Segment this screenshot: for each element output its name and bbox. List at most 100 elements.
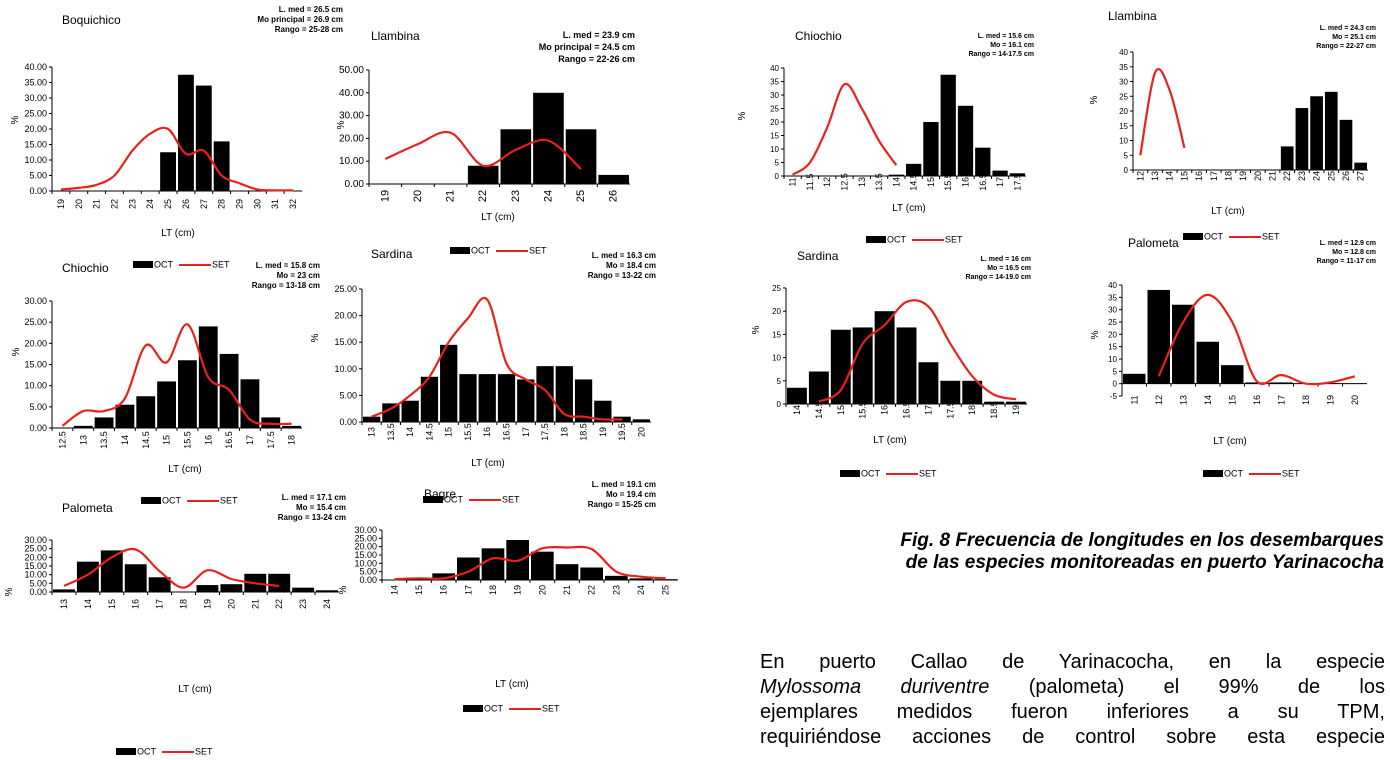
y-tick-label: 20.00 [334, 311, 357, 321]
bar-oct [382, 403, 400, 422]
legend-oct-label: OCT [861, 468, 880, 479]
species-title: Chiochio [795, 29, 842, 43]
bar-oct [457, 557, 480, 580]
y-tick-label: 5.00 [29, 171, 47, 181]
chart-palometa-2: -5 0 5 10 15 20 25 30 35 40 11 12 13 14 15 16 17 18 19 20 Pa… [1090, 236, 1376, 447]
y-tick-label: 20 [1108, 330, 1117, 339]
legend-set-swatch [912, 238, 944, 241]
x-tick-label: 17 [1209, 171, 1219, 181]
x-tick-label: 14.5 [909, 173, 919, 191]
x-tick-label: 15 [162, 435, 172, 445]
x-tick-label: 18 [1301, 395, 1311, 405]
bar-oct [73, 425, 93, 428]
x-tick-label: 13.5 [874, 173, 884, 191]
x-tick-label: 18 [287, 435, 297, 445]
legend-oct-swatch [423, 496, 443, 504]
bar-oct [1245, 382, 1268, 384]
x-tick-label: 25 [575, 190, 587, 202]
bar-oct [957, 105, 974, 176]
bar-oct [918, 362, 939, 404]
bar-oct [1147, 289, 1170, 384]
bar-oct [1221, 365, 1244, 384]
stats-label: Rango = 13-22 cm [588, 271, 656, 280]
x-tick-label: 17 [521, 427, 531, 437]
y-tick-label: 15 [1119, 122, 1128, 131]
y-tick-label: 10 [772, 354, 781, 363]
legend-sardina-1: OCT SET [450, 245, 547, 256]
legend-bottom-left: OCT SET [116, 746, 213, 757]
y-tick-label: 30.00 [354, 525, 377, 535]
bar-oct [531, 551, 554, 580]
x-tick-label: 21 [250, 599, 260, 609]
stats-label: Rango = 14-19.0 cm [965, 274, 1031, 281]
stats-label: Mo = 25.1 cm [1332, 34, 1376, 41]
x-tick-label: 25 [1326, 171, 1336, 181]
paragraph-line-2-rest: (palometa) el 99% de los [989, 676, 1385, 698]
legend-set-label: SET [1282, 468, 1300, 479]
y-tick-label: 5 [777, 377, 782, 386]
legend-set-label: SET [1262, 231, 1280, 242]
x-tick-label: 12 [822, 177, 832, 187]
x-tick-label: 20 [412, 190, 424, 202]
x-tick-label: 18 [967, 405, 977, 415]
bar-oct [517, 379, 535, 422]
bar-oct [94, 417, 114, 428]
stats-label: Rango = 15-25 cm [588, 500, 656, 509]
legend-oct-label: OCT [444, 494, 463, 505]
y-tick-label: 10.00 [24, 381, 47, 391]
y-tick-label: 10 [1119, 137, 1128, 146]
line-set [792, 82, 898, 176]
bar-oct [401, 400, 419, 422]
y-tick-label: 25.00 [24, 109, 47, 119]
legend-set-swatch [509, 707, 541, 710]
y-tick-label: 5 [1113, 367, 1118, 376]
x-tick-label: 18 [559, 427, 569, 437]
bar-oct [467, 165, 499, 184]
legend-llambina-2: OCT SET [1183, 231, 1280, 242]
x-tick-label: 22 [110, 199, 120, 209]
bar-oct [1172, 304, 1195, 384]
line-set [818, 299, 1017, 403]
y-tick-label: 30 [770, 91, 779, 100]
paragraph-line-2: Mylossoma duriventre (palometa) el 99% d… [760, 675, 1385, 700]
y-tick-label: 5.00 [29, 578, 47, 588]
stats-label: Mo = 16.5 cm [987, 265, 1031, 272]
x-tick-label: 17.5 [1012, 173, 1022, 191]
x-tick-label: 12 [1135, 171, 1145, 181]
legend-oct-label: OCT [137, 746, 156, 757]
y-tick-label: 0.00 [339, 417, 357, 427]
bar-oct [654, 579, 677, 580]
bar-oct [874, 311, 895, 404]
y-tick-label: 20.00 [24, 552, 47, 562]
stats-label: Mo = 18.4 cm [606, 261, 656, 270]
bar-oct [53, 589, 75, 592]
species-title: Chiochio [62, 261, 109, 275]
bar-oct [1295, 108, 1309, 170]
legend-set-label: SET [542, 703, 560, 714]
x-tick-label: 14.5 [814, 401, 824, 419]
species-title: Boquichico [62, 13, 121, 27]
y-axis-label: % [1089, 95, 1100, 104]
legend-palometa-2: OCT SET [1203, 468, 1300, 479]
y-tick-label: 25 [1108, 318, 1117, 327]
x-axis-label: LT (cm) [495, 679, 529, 690]
bar-oct [1354, 162, 1367, 170]
bar-oct [962, 380, 983, 404]
bar-oct [896, 327, 917, 404]
legend-set-swatch [179, 263, 211, 266]
stats-label: L. med = 16.3 cm [592, 251, 656, 260]
bar-oct [536, 366, 554, 422]
species-title: Palometa [62, 501, 113, 515]
legend-set-swatch [886, 472, 918, 475]
legend-oct-swatch [1203, 470, 1223, 478]
x-tick-label: 13 [857, 177, 867, 187]
stats-label: L. med = 26.5 cm [279, 5, 343, 14]
stats-label: L. med = 24.3 cm [1320, 25, 1376, 32]
bar-oct [478, 374, 496, 422]
caption-line-1: Fig. 8 Frecuencia de longitudes en los d… [900, 530, 1384, 551]
legend-oct-swatch [1183, 233, 1203, 241]
bar-oct [178, 74, 194, 191]
bar-oct [481, 548, 505, 580]
bar-oct [940, 380, 961, 404]
